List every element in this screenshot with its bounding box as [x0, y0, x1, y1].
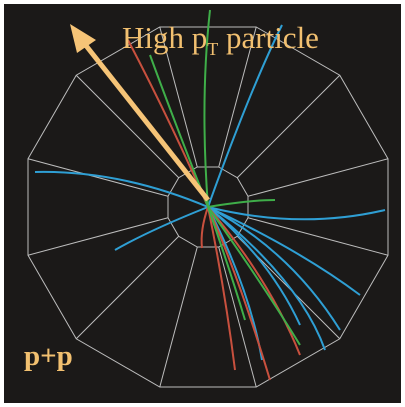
annotation-subscript: T [207, 39, 218, 59]
annotation-main: High p [122, 20, 207, 55]
collision-system: p+p [24, 340, 73, 372]
annotation-rest: particle [218, 20, 319, 55]
annotation: High pT particle [122, 20, 319, 59]
event-display: High pT particle p+p [0, 0, 405, 407]
